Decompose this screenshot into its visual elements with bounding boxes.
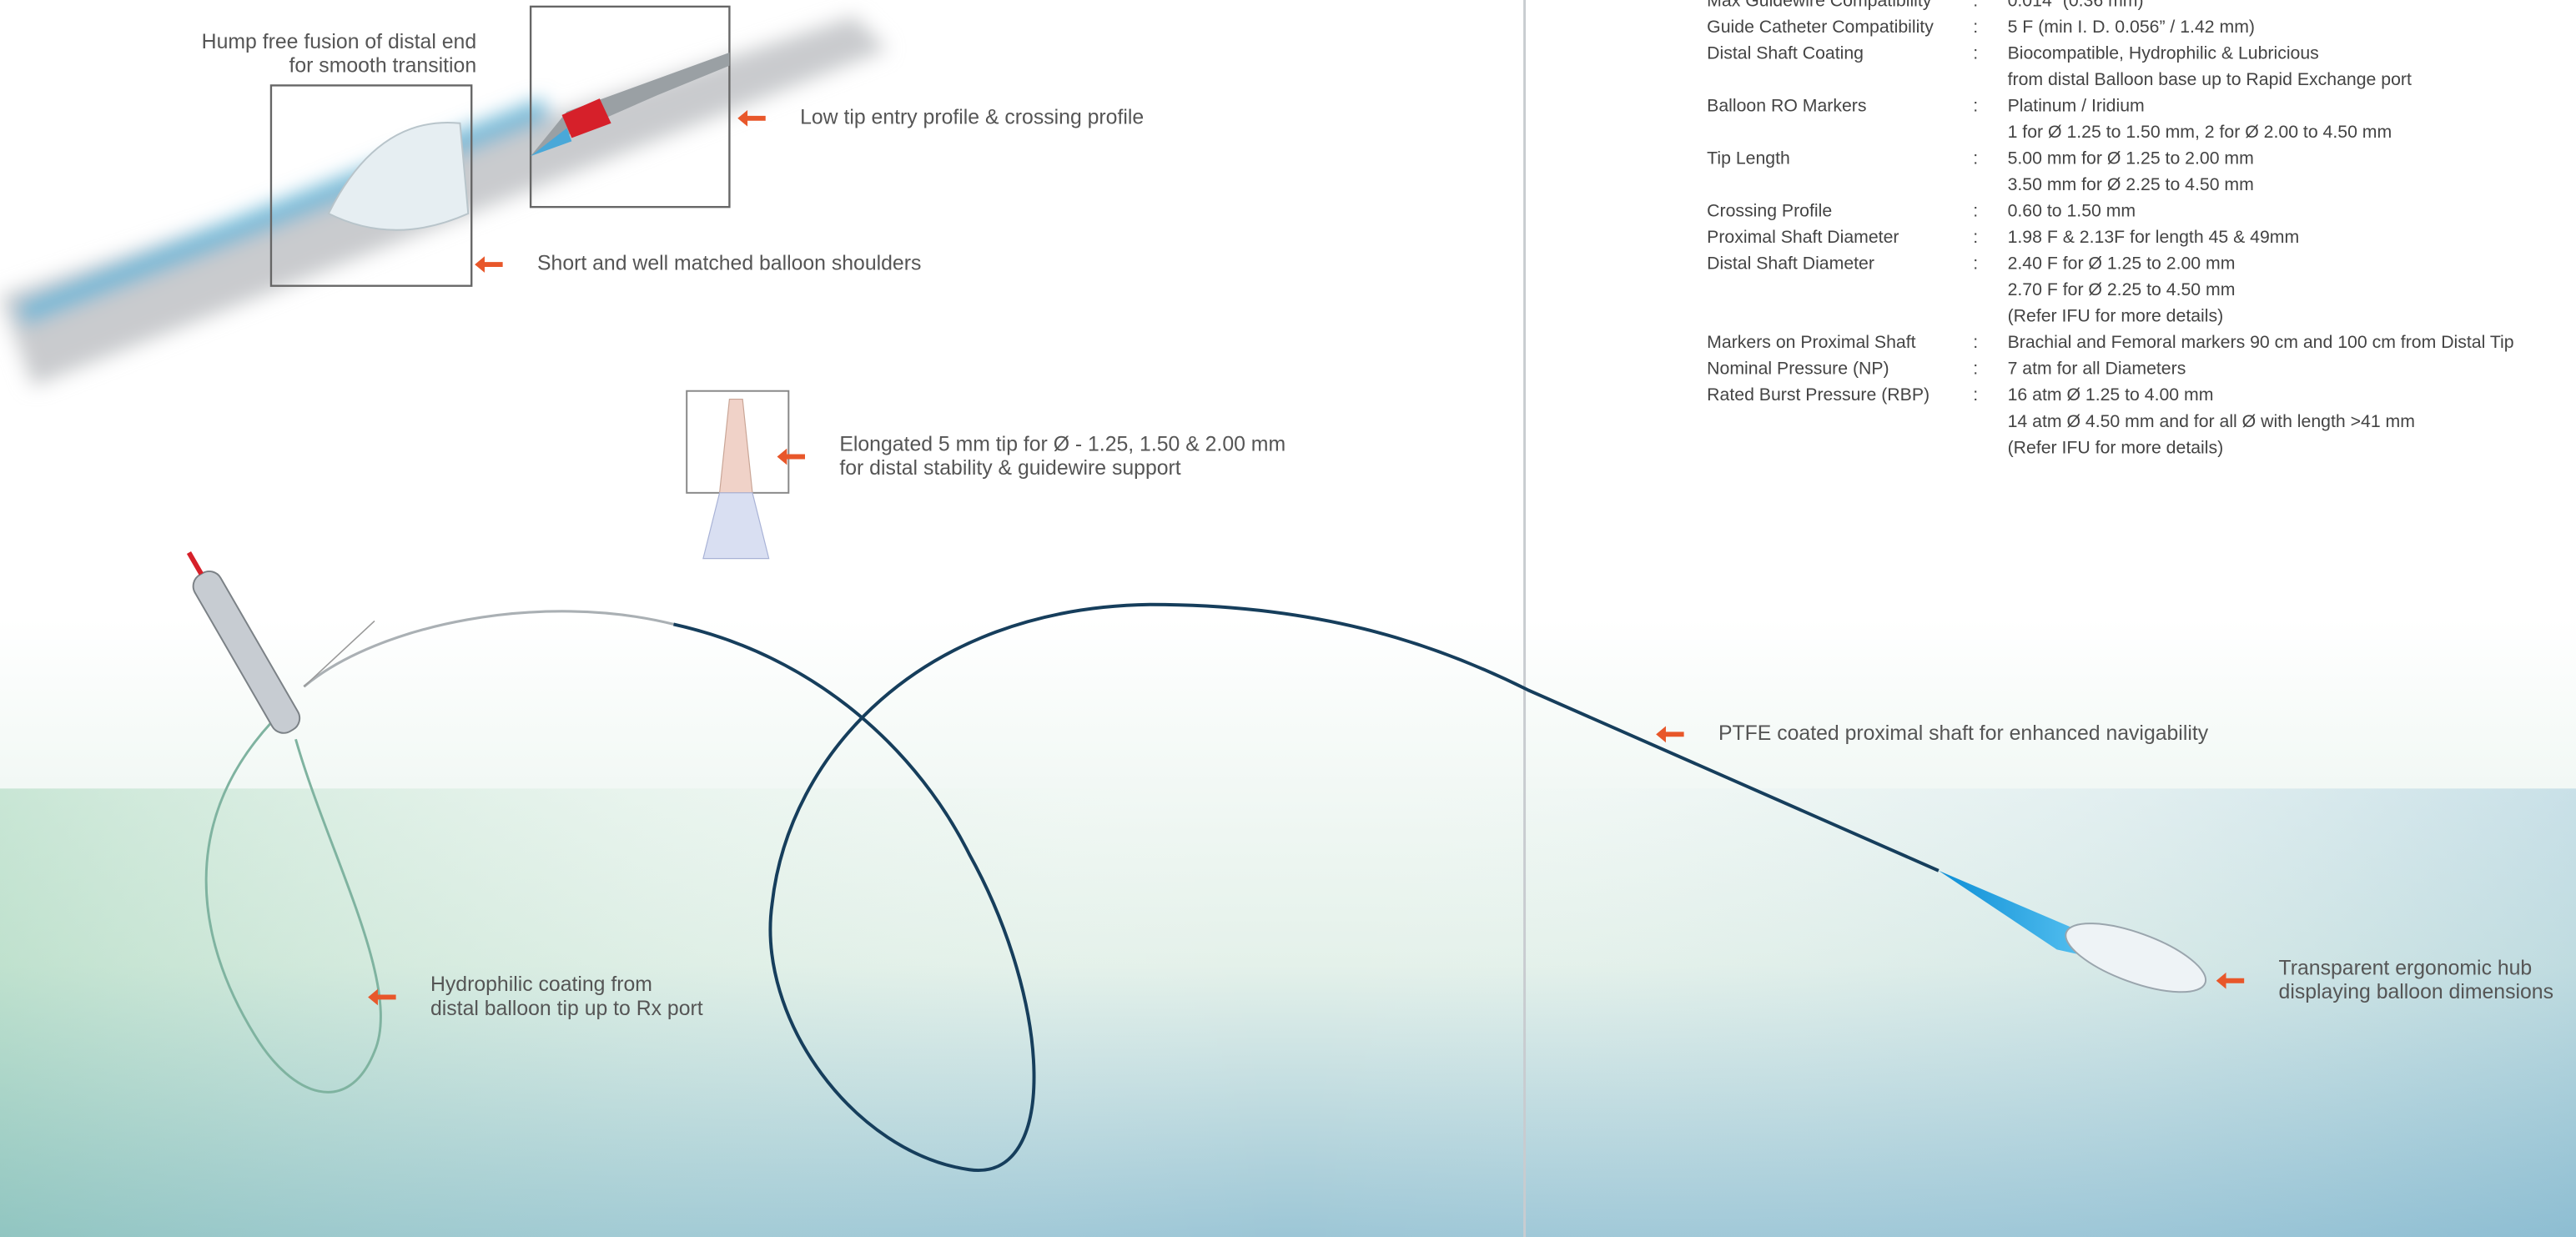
spec-value: Biocompatible, Hydrophilic & Lubricious [2008, 43, 2319, 63]
spec-separator: : [1973, 359, 1978, 379]
spec-separator: : [1973, 332, 1978, 352]
callout-text: for distal stability & guidewire support [839, 457, 1180, 480]
spec-separator: : [1973, 0, 1978, 11]
spec-value: 14 atm Ø 4.50 mm and for all Ø with leng… [2008, 411, 2415, 431]
callout-text: PTFE coated proximal shaft for enhanced … [1718, 722, 2209, 745]
detail-box [269, 84, 473, 287]
hub-strain-relief [1938, 870, 2087, 957]
spec-separator: : [1973, 254, 1978, 274]
guidewire-section [303, 610, 674, 688]
callout-arrow [475, 256, 503, 273]
callout-arrow [777, 448, 805, 465]
callout-text: Elongated 5 mm tip for Ø - 1.25, 1.50 & … [839, 433, 1285, 455]
spec-label: Distal Shaft Diameter [1707, 254, 1874, 274]
callout-text: for smooth transition [289, 54, 476, 77]
tip [531, 53, 730, 157]
spec-value: 7 atm for all Diameters [2008, 359, 2186, 379]
spec-label: Distal Shaft Coating [1707, 43, 1864, 63]
callout-text: Hump free fusion of distal end [202, 31, 476, 53]
spec-value: 5.00 mm for Ø 1.25 to 2.00 mm [2008, 148, 2254, 168]
callout-text: displaying balloon dimensions [2279, 981, 2553, 1003]
spec-label: Crossing Profile [1707, 201, 1832, 221]
spec-value: from distal Balloon base up to Rapid Exc… [2008, 69, 2412, 89]
tip-marker [561, 98, 611, 138]
callout-arrow [1656, 726, 1684, 743]
callout-arrow [737, 109, 766, 127]
spec-label: Guide Catheter Compatibility [1707, 17, 1934, 37]
proximal-shaft [673, 602, 1940, 1172]
tip-blue [531, 128, 572, 157]
callout-text: Hydrophilic coating from [430, 973, 652, 996]
spec-value: 5 F (min I. D. 0.056” / 1.42 mm) [2008, 17, 2255, 37]
spec-label: Max Guidewire Compatibility [1707, 0, 1932, 11]
callout-arrow [2216, 972, 2245, 989]
spec-value: 16 atm Ø 1.25 to 4.00 mm [2008, 385, 2214, 405]
callout-text: Low tip entry profile & crossing profile [800, 106, 1144, 128]
balloon-shoulder [327, 121, 470, 231]
balloon-end [702, 492, 770, 560]
spec-separator: : [1973, 96, 1978, 116]
spec-value: Platinum / Iridium [2008, 96, 2145, 116]
spec-value: 3.50 mm for Ø 2.25 to 4.50 mm [2008, 174, 2254, 194]
spec-separator: : [1973, 148, 1978, 168]
spec-label: Balloon RO Markers [1707, 96, 1866, 116]
spec-separator: : [1973, 17, 1978, 37]
spec-value: 1.98 F & 2.13F for length 45 & 49mm [2008, 227, 2300, 247]
detail-box [529, 5, 731, 209]
spec-value: 0.60 to 1.50 mm [2008, 201, 2136, 221]
spec-label: Nominal Pressure (NP) [1707, 359, 1889, 379]
background-tint [0, 788, 2576, 1237]
spec-value: Brachial and Femoral markers 90 cm and 1… [2008, 332, 2514, 352]
callout-text: Short and well matched balloon shoulders [537, 253, 921, 275]
spec-value: 0.014” (0.36 mm) [2008, 0, 2144, 11]
callout-text: Transparent ergonomic hub [2279, 958, 2533, 980]
spec-label: Tip Length [1707, 148, 1790, 168]
spec-label: Proximal Shaft Diameter [1707, 227, 1899, 247]
balloon [186, 551, 301, 734]
spec-value: (Refer IFU for more details) [2008, 306, 2224, 326]
spec-value: 1 for Ø 1.25 to 1.50 mm, 2 for Ø 2.00 to… [2008, 122, 2392, 142]
hub [2065, 923, 2207, 993]
spec-separator: : [1973, 227, 1978, 247]
spec-label: Rated Burst Pressure (RBP) [1707, 385, 1929, 405]
distal-shaft [204, 722, 382, 1094]
spec-separator: : [1973, 201, 1978, 221]
guidewire [303, 620, 375, 687]
spec-separator: : [1973, 385, 1978, 405]
spec-label: Markers on Proximal Shaft [1707, 332, 1915, 352]
spec-value: 2.70 F for Ø 2.25 to 4.50 mm [2008, 279, 2236, 299]
spec-separator: : [1973, 43, 1978, 63]
spec-value: (Refer IFU for more details) [2008, 437, 2224, 457]
callout-arrow [368, 988, 396, 1006]
callout-text: distal balloon tip up to Rx port [430, 998, 703, 1020]
spec-value: 2.40 F for Ø 1.25 to 2.00 mm [2008, 254, 2236, 274]
